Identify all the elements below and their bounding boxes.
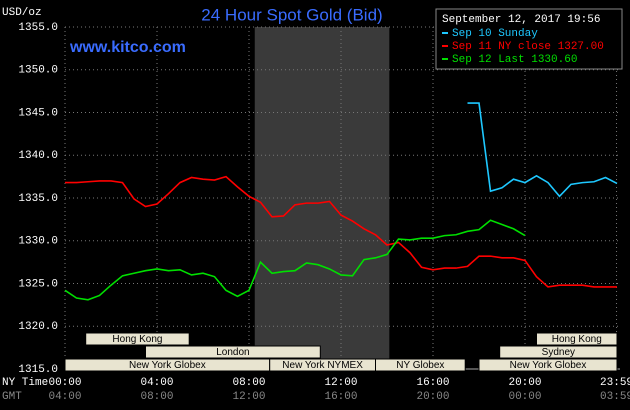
x-axis-label: NY Time — [2, 377, 48, 389]
y-tick-label: 1355.0 — [18, 22, 58, 34]
y-tick-label: 1335.0 — [18, 193, 58, 205]
session-label: London — [216, 347, 249, 358]
x2-tick-label: 20:00 — [416, 391, 449, 403]
legend-label: Sep 12 Last 1330.60 — [452, 54, 577, 66]
timestamp: September 12, 2017 19:56 — [442, 14, 600, 26]
y-tick-label: 1315.0 — [18, 364, 58, 376]
x2-tick-label: 00:00 — [508, 391, 541, 403]
x-tick-label: 23:59 — [600, 377, 630, 389]
x2-tick-label: 04:00 — [48, 391, 81, 403]
series-line — [64, 219, 526, 301]
y-tick-label: 1330.0 — [18, 236, 58, 248]
x-tick-label: 08:00 — [232, 377, 265, 389]
chart-title: 24 Hour Spot Gold (Bid) — [201, 5, 382, 24]
x2-tick-label: 16:00 — [324, 391, 357, 403]
session-label: Hong Kong — [552, 334, 602, 345]
y-tick-label: 1350.0 — [18, 65, 58, 77]
y-tick-label: 1340.0 — [18, 150, 58, 162]
y-tick-label: 1325.0 — [18, 278, 58, 290]
y-tick-label: 1320.0 — [18, 321, 58, 333]
x-tick-label: 04:00 — [140, 377, 173, 389]
x-tick-label: 20:00 — [508, 377, 541, 389]
session-label: Sydney — [542, 347, 575, 358]
legend-box — [435, 8, 623, 70]
x2-tick-label: 03:59 — [600, 391, 630, 403]
series-line — [467, 102, 618, 198]
x-tick-label: 00:00 — [48, 377, 81, 389]
session-bar — [85, 332, 190, 346]
series-line — [65, 175, 617, 288]
source: www.kitco.com — [69, 39, 186, 56]
x2-tick-label: 08:00 — [140, 391, 173, 403]
x2-tick-label: 12:00 — [232, 391, 265, 403]
x-tick-label: 16:00 — [416, 377, 449, 389]
legend-label: Sep 11 NY close 1327.00 — [452, 41, 604, 53]
session-label: NY Globex — [396, 360, 444, 371]
legend-label: Sep 10 Sunday — [452, 28, 538, 40]
x-tick-label: 12:00 — [324, 377, 357, 389]
y-tick-label: 1345.0 — [18, 107, 58, 119]
y-axis-label: USD/oz — [2, 7, 42, 19]
session-bar — [536, 332, 618, 346]
x2-axis-label: GMT — [2, 391, 22, 403]
session-bar — [145, 345, 321, 359]
session-bar — [478, 358, 618, 372]
session-label: New York Globex — [510, 360, 587, 371]
session-label: New York Globex — [129, 360, 206, 371]
session-label: Hong Kong — [112, 334, 162, 345]
session-bar — [499, 345, 618, 359]
session-bar — [375, 358, 466, 372]
session-label: New York NYMEX — [282, 360, 363, 371]
